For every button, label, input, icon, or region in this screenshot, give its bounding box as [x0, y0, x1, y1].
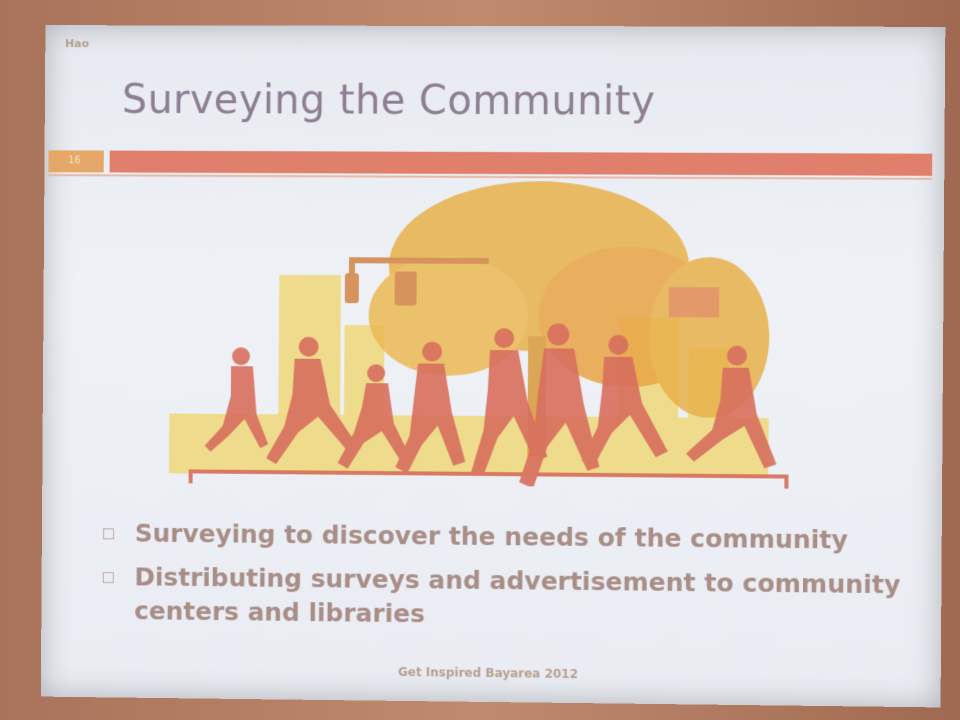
- title-accent-bar: [110, 151, 933, 176]
- square-bullet-icon: [103, 528, 114, 539]
- slide-author: Hao: [65, 37, 89, 50]
- slide-number: 16: [48, 150, 103, 172]
- slide-title: Surveying the Community: [122, 77, 656, 125]
- runners-illustration: [149, 175, 801, 489]
- projected-slide: Hao Surveying the Community 16: [41, 25, 946, 707]
- bullet-text: Distributing surveys and advertisement t…: [134, 562, 900, 628]
- bullet-text: Surveying to discover the needs of the c…: [135, 519, 848, 555]
- bullet-list: Surveying to discover the needs of the c…: [100, 516, 901, 646]
- bullet-item: Distributing surveys and advertisement t…: [101, 560, 902, 636]
- square-bullet-icon: [103, 572, 114, 583]
- bullet-item: Surveying to discover the needs of the c…: [101, 516, 901, 558]
- slide-footer: Get Inspired Bayarea 2012: [41, 661, 941, 685]
